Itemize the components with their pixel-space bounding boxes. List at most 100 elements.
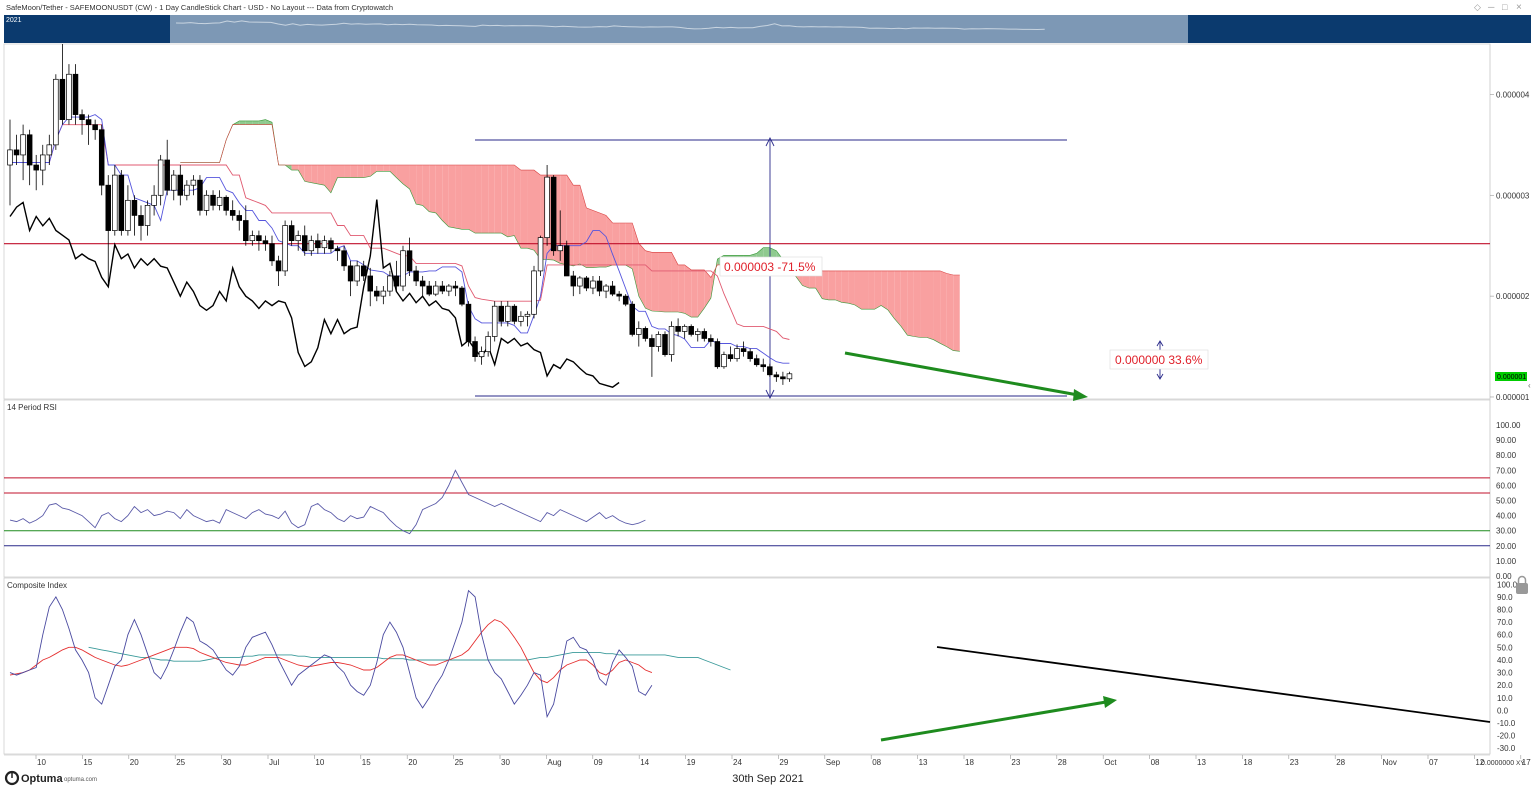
candle: [118, 170, 125, 236]
cloud-bear-segment: [311, 165, 318, 184]
candle: [321, 235, 328, 254]
cloud-bear-segment: [822, 270, 829, 300]
measure-label-2: 0.000000 33.6%: [1109, 349, 1209, 370]
time-tick-label: 13: [919, 758, 928, 767]
cloud-bear-segment: [881, 270, 888, 310]
cloud-bear-segment: [344, 165, 351, 178]
cloud-bear-segment: [298, 165, 305, 182]
measure2-arrow-up: [1156, 340, 1164, 347]
cloud-bear-segment: [632, 223, 639, 297]
candle: [439, 281, 446, 295]
candle: [550, 175, 557, 256]
candle: [125, 185, 131, 236]
close-icon[interactable]: ×: [1516, 2, 1522, 13]
candle: [131, 195, 138, 236]
candle: [452, 281, 459, 297]
candle: [498, 301, 505, 327]
candle: [590, 275, 596, 295]
candle: [753, 354, 760, 367]
candle: [537, 235, 544, 276]
ci-tick-label: 90.0: [1497, 593, 1513, 602]
candle: [701, 328, 708, 342]
time-tick-label: 15: [362, 758, 371, 767]
cloud-bear-segment: [599, 212, 607, 268]
cloud-bear-segment: [317, 165, 325, 186]
candle: [367, 267, 374, 307]
time-tick-label: Aug: [547, 758, 561, 767]
time-tick-label: 23: [1011, 758, 1020, 767]
candle: [668, 321, 675, 362]
cloud-bear-segment: [370, 165, 377, 177]
collapse-axis-icon[interactable]: ‹: [1528, 381, 1531, 390]
time-tick-label: 28: [1336, 758, 1345, 767]
pin-icon[interactable]: ◇: [1474, 2, 1481, 12]
ci-tick-label: 70.0: [1497, 618, 1513, 627]
candle: [557, 210, 563, 261]
time-tick-label: 08: [1151, 758, 1160, 767]
candle: [46, 134, 53, 166]
candle: [544, 165, 550, 246]
time-tick-label: 15: [83, 758, 92, 767]
measure-lines: [475, 136, 1164, 400]
candle: [583, 275, 590, 292]
restore-icon[interactable]: □: [1502, 2, 1508, 12]
minimize-icon[interactable]: ─: [1487, 2, 1495, 12]
cloud-bear-segment: [403, 165, 410, 189]
cloud-bear-segment: [907, 270, 914, 337]
candle: [419, 275, 426, 297]
rsi-tick-label: 100.00: [1496, 421, 1521, 430]
cloud-bear-segment: [468, 165, 476, 234]
ci-tick-label: 80.0: [1497, 606, 1513, 615]
time-tick-label: 07: [1429, 758, 1438, 767]
ci-panel-title: Composite Index: [7, 581, 67, 590]
cloud-bear-segment: [861, 270, 869, 310]
time-tick-label: 20: [130, 758, 139, 767]
rsi-tick-label: 90.00: [1496, 436, 1517, 445]
ci-tick-label: 10.0: [1497, 694, 1513, 703]
candle: [708, 334, 714, 347]
candle: [98, 124, 105, 196]
cloud-bear-segment: [920, 270, 927, 338]
time-tick-label: 14: [640, 758, 649, 767]
candle: [151, 185, 157, 216]
ci-tick-label: 60.0: [1497, 631, 1513, 640]
cloud-bear-segment: [422, 165, 430, 212]
candle: [400, 245, 406, 292]
candle: [714, 338, 721, 369]
time-tick-label: 25: [455, 758, 464, 767]
ci-trendline: [936, 646, 1491, 723]
navigator-year-label: 2021: [6, 17, 22, 24]
xy-toggle[interactable]: XY: [1516, 760, 1525, 767]
candle: [642, 326, 649, 342]
time-tick-label: 25: [176, 758, 185, 767]
candle: [629, 301, 635, 337]
candle: [171, 170, 177, 201]
ci-tick-label: 30.0: [1497, 669, 1513, 678]
time-axis: 10 15 20 25 30 Jul 10 15 20 25 30 Aug 09 14 19 24 29 Sep 0…: [4, 754, 1531, 767]
cloud-bear-segment: [429, 165, 436, 213]
candle: [622, 294, 629, 307]
candle: [66, 64, 72, 125]
window-controls[interactable]: ◇ ─ □ ×: [1474, 2, 1522, 13]
cloud-bear-segment: [658, 252, 665, 313]
last-price-text: 0.000001: [1497, 374, 1526, 381]
time-tick-label: 29: [779, 758, 788, 767]
candle: [459, 286, 465, 307]
price-tick-label: 0.000004: [1496, 90, 1530, 99]
candle: [269, 235, 275, 266]
navigator[interactable]: 2021: [4, 15, 1531, 43]
kijun-line: [10, 124, 790, 340]
candle: [315, 233, 321, 254]
candle: [223, 195, 229, 216]
candle: [59, 44, 66, 125]
candle: [786, 371, 793, 382]
candle: [616, 291, 622, 302]
candle: [570, 270, 577, 297]
lock-icon[interactable]: [1516, 575, 1528, 595]
candle: [485, 331, 491, 357]
time-tick-label: 09: [594, 758, 603, 767]
cloud-bear-segment: [383, 165, 390, 172]
ci-tick-label: -30.0: [1497, 744, 1516, 753]
candle: [360, 260, 367, 282]
